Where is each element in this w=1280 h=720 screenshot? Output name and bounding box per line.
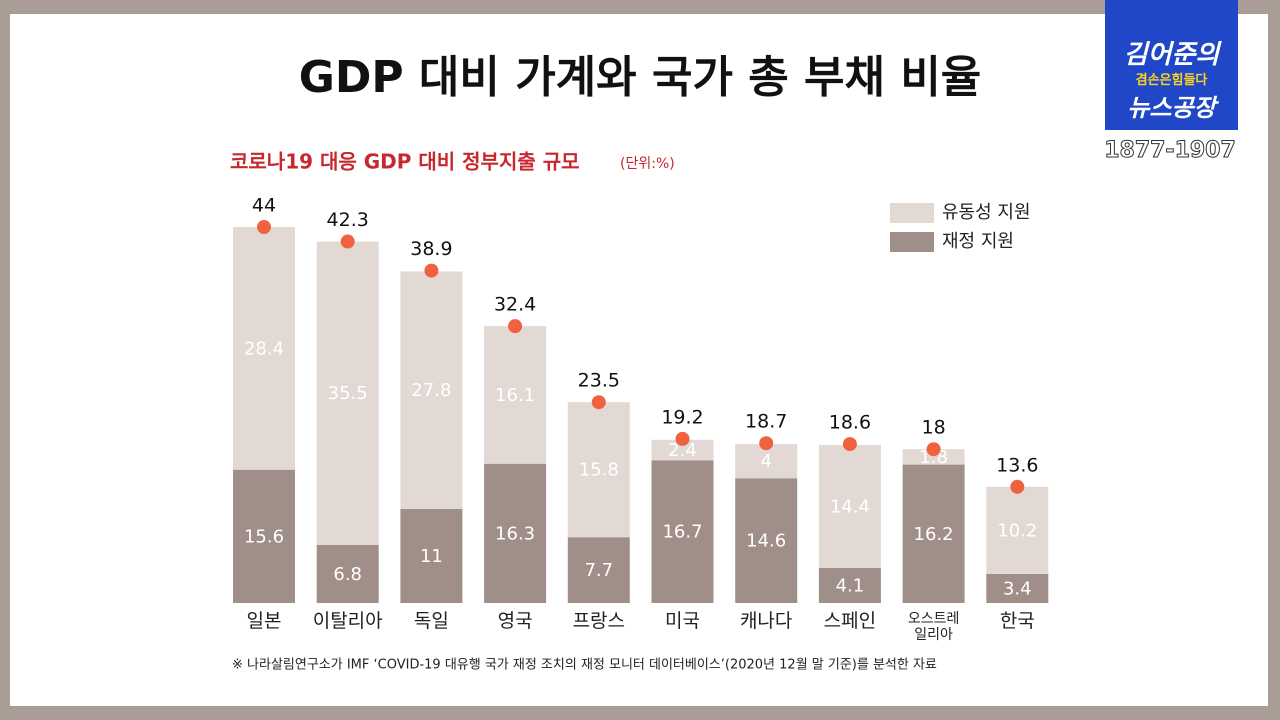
total-dot bbox=[926, 442, 941, 457]
bar-segment bbox=[651, 439, 714, 461]
value-label: 1.8 bbox=[919, 447, 948, 468]
bar-segment bbox=[567, 537, 630, 603]
bar-segment bbox=[233, 469, 295, 603]
value-label: 16.2 bbox=[914, 524, 954, 545]
x-tick-label: 한국 bbox=[999, 610, 1035, 632]
legend-swatch bbox=[890, 203, 934, 223]
value-label: 16.3 bbox=[495, 523, 535, 544]
legend-swatch bbox=[890, 232, 934, 252]
total-label: 44 bbox=[252, 195, 276, 217]
bar-segment bbox=[316, 241, 379, 545]
total-label: 18.7 bbox=[745, 411, 787, 433]
bar-segment bbox=[986, 573, 1049, 603]
bar-segment bbox=[233, 227, 295, 470]
legend-label: 재정 지원 bbox=[942, 231, 1014, 252]
footnote: ※ 나라살림연구소가 IMF ‘COVID-19 대유행 국가 재정 조치의 재… bbox=[232, 657, 937, 673]
x-tick-label: 프랑스 bbox=[572, 610, 626, 632]
bar-segment bbox=[651, 460, 714, 603]
value-label: 10.2 bbox=[997, 520, 1037, 541]
total-label: 18.6 bbox=[829, 412, 871, 434]
total-dot bbox=[591, 395, 606, 410]
total-label: 23.5 bbox=[578, 370, 620, 392]
x-tick-label: 독일 bbox=[413, 610, 449, 632]
total-dot bbox=[1010, 479, 1025, 494]
bar-segment bbox=[316, 544, 379, 603]
chart-subtitle: 코로나19 대응 GDP 대비 정부지출 규모 bbox=[230, 150, 580, 174]
value-label: 4.1 bbox=[836, 575, 865, 596]
phone-caption: ARS 멤버십 bbox=[1139, 176, 1201, 190]
value-label: 2.4 bbox=[668, 440, 697, 461]
slide bbox=[10, 14, 1268, 706]
total-dot bbox=[759, 436, 774, 451]
total-label: 19.2 bbox=[661, 406, 703, 428]
total-label: 18 bbox=[922, 417, 946, 439]
total-label: 42.3 bbox=[327, 209, 369, 231]
bar-segment bbox=[902, 464, 965, 603]
logo: 김어준의 겸손은힘들다 뉴스공장 bbox=[1105, 0, 1238, 130]
value-label: 6.8 bbox=[333, 564, 362, 585]
value-label: 14.4 bbox=[830, 496, 870, 517]
value-label: 28.4 bbox=[244, 338, 284, 359]
total-dot bbox=[340, 234, 355, 249]
value-label: 16.1 bbox=[495, 385, 535, 406]
total-dot bbox=[842, 437, 857, 452]
bar-segment bbox=[484, 326, 547, 464]
bar-segment bbox=[986, 486, 1049, 574]
legend-label: 유동성 지원 bbox=[942, 202, 1031, 223]
value-label: 7.7 bbox=[584, 560, 613, 581]
bar-segment bbox=[902, 449, 965, 465]
bar-segment bbox=[400, 271, 463, 510]
total-dot bbox=[257, 220, 271, 235]
bar-segment bbox=[735, 478, 798, 603]
value-label: 11 bbox=[420, 546, 443, 567]
total-label: 38.9 bbox=[410, 238, 452, 260]
bar-segment bbox=[400, 509, 463, 603]
total-dot bbox=[508, 319, 523, 334]
logo-show: 뉴스공장 bbox=[1127, 94, 1216, 122]
logo-show-name: 김어준의 bbox=[1123, 40, 1220, 70]
x-tick-label: 영국 bbox=[497, 610, 533, 632]
value-label: 15.6 bbox=[244, 526, 284, 547]
total-label: 32.4 bbox=[494, 294, 536, 316]
bar-segment bbox=[818, 567, 881, 603]
value-label: 4 bbox=[760, 451, 771, 472]
total-dot bbox=[675, 431, 690, 446]
value-label: 15.8 bbox=[579, 460, 619, 481]
value-label: 16.7 bbox=[662, 522, 702, 543]
value-label: 14.6 bbox=[746, 531, 786, 552]
x-tick-label: 이탈리아 bbox=[312, 610, 383, 632]
total-label: 13.6 bbox=[996, 454, 1038, 476]
x-tick-label: 일본 bbox=[246, 610, 282, 632]
phone: 1877-1907 bbox=[1100, 138, 1240, 164]
value-label: 3.4 bbox=[1003, 578, 1032, 599]
logo-slogan: 겸손은힘들다 bbox=[1135, 73, 1208, 88]
x-tick-label: 캐나다 bbox=[739, 610, 793, 632]
x-tick-label: 오스트레 일리아 bbox=[907, 611, 960, 643]
x-tick-label: 미국 bbox=[665, 610, 700, 632]
bar-segment bbox=[818, 444, 881, 568]
unit-note: (단위:%) bbox=[620, 156, 675, 172]
value-label: 35.5 bbox=[328, 383, 368, 404]
value-label: 27.8 bbox=[411, 380, 451, 401]
chart-title: GDP 대비 가계와 국가 총 부채 비율 bbox=[299, 52, 982, 103]
total-dot bbox=[424, 263, 439, 278]
x-tick-label: 스페인 bbox=[823, 610, 877, 632]
bar-segment bbox=[484, 463, 547, 603]
bar-segment bbox=[567, 402, 630, 538]
